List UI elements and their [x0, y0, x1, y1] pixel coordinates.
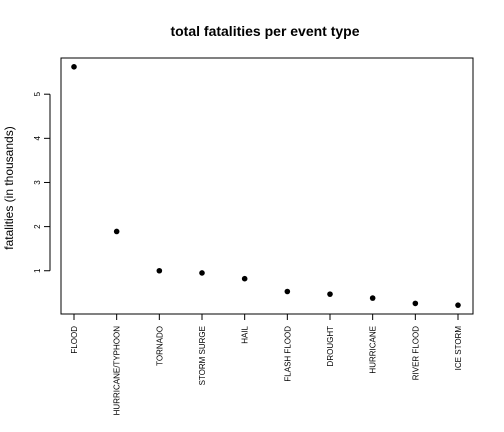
data-point	[71, 64, 77, 70]
x-tick-label: STORM SURGE	[198, 326, 207, 385]
y-tick-label: 1	[33, 268, 42, 273]
x-tick-label: HAIL	[241, 325, 250, 343]
y-axis-label: fatalities (in thousands)	[2, 126, 16, 249]
x-tick-label: ICE STORM	[454, 326, 463, 371]
y-axis: 1 2 3 4 5	[33, 91, 51, 273]
x-axis: FLOOD HURRICANE/TYPHOON TORNADO STORM SURGE…	[70, 313, 463, 416]
data-point	[284, 288, 291, 295]
data-point	[327, 291, 333, 297]
data-point	[113, 228, 120, 235]
data-point	[241, 275, 248, 282]
data-point	[369, 295, 376, 301]
plot-frame	[60, 57, 474, 315]
chart-title: total fatalities per event type	[170, 23, 359, 39]
data-points	[71, 64, 461, 308]
x-tick-label: TORNADO	[155, 326, 164, 366]
y-tick-label: 2	[33, 224, 42, 229]
x-tick-label: HURRICANE	[369, 326, 378, 374]
x-tick-label: HURRICANE/TYPHOON	[113, 326, 122, 416]
x-tick-label: RIVER FLOOD	[411, 326, 420, 380]
x-tick-label: FLOOD	[70, 326, 79, 354]
x-tick-label: FLASH FLOOD	[283, 326, 292, 382]
data-point	[199, 270, 205, 276]
y-tick-label: 4	[33, 136, 42, 141]
data-point	[156, 267, 163, 274]
data-point	[412, 300, 419, 307]
y-tick-label: 3	[33, 180, 42, 185]
data-point	[455, 302, 461, 308]
x-tick-label: DROUGHT	[326, 326, 335, 367]
y-tick-label: 5	[33, 91, 42, 96]
